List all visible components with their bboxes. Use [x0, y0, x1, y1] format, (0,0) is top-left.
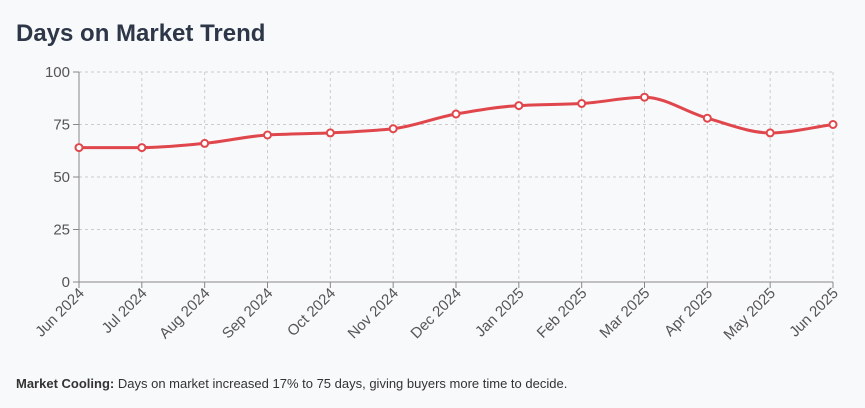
x-tick-label: Sep 2024: [219, 285, 276, 342]
data-point: [137, 143, 147, 153]
chart-grid: [78, 71, 834, 282]
data-point: [702, 113, 712, 123]
x-tick-label: Aug 2024: [156, 285, 213, 342]
x-tick-label: May 2025: [720, 285, 779, 344]
data-point: [325, 128, 335, 138]
data-point: [514, 101, 524, 111]
x-tick-label: Jun 2025: [786, 285, 842, 341]
x-tick-label: Dec 2024: [407, 285, 464, 342]
x-tick-label: Apr 2025: [661, 285, 716, 340]
y-tick-label: 50: [53, 169, 70, 186]
data-point: [828, 120, 838, 129]
data-point: [640, 92, 649, 102]
y-axis-ticks: 0 25 50 75 100: [45, 64, 79, 291]
data-point: [388, 124, 398, 134]
y-tick-label: 0: [62, 274, 70, 291]
data-point: [451, 109, 461, 119]
data-point: [200, 138, 210, 148]
data-points: [74, 92, 838, 153]
page-title: Days on Market Trend: [16, 20, 266, 47]
x-tick-label: Jun 2024: [32, 285, 88, 341]
data-point: [74, 143, 84, 153]
x-axis-ticks: Jun 2024 Jul 2024 Aug 2024 Sep 2024 Oct 2024…: [32, 282, 842, 343]
x-tick-label: Mar 2025: [596, 285, 653, 342]
line-chart: 0 25 50 75 100 Jun 2024 Jul 2024 Aug 2024 Sep 2…: [32, 64, 842, 343]
y-tick-label: 25: [53, 222, 70, 239]
x-tick-label: Feb 2025: [534, 285, 591, 342]
x-tick-label: Jul 2024: [99, 285, 151, 337]
y-tick-label: 75: [53, 117, 70, 134]
x-tick-label: Oct 2024: [284, 285, 339, 340]
insight-label: Market Cooling:: [16, 376, 115, 391]
data-point: [577, 99, 587, 108]
y-tick-label: 100: [45, 64, 70, 81]
insight-text: Days on market increased 17% to 75 days,…: [117, 376, 568, 391]
insight-note: Market Cooling: Days on market increased…: [16, 376, 567, 391]
x-tick-label: Nov 2024: [345, 285, 402, 342]
data-point: [765, 128, 775, 138]
x-tick-label: Jan 2025: [472, 285, 528, 341]
data-point: [263, 130, 272, 140]
